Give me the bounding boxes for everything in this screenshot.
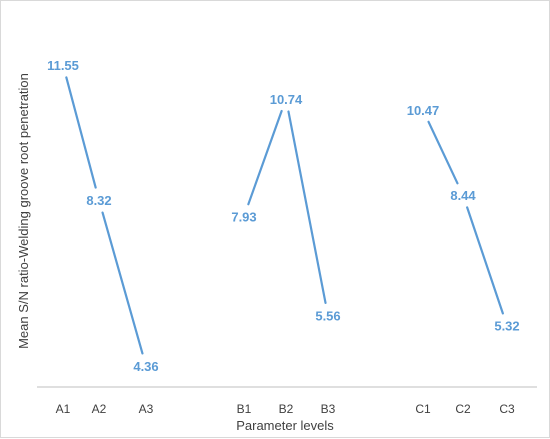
data-label: 10.74 (270, 92, 303, 107)
x-tick-label: A2 (92, 402, 107, 416)
x-tick-label: B2 (279, 402, 294, 416)
x-tick-label: A1 (56, 402, 71, 416)
data-label: 8.32 (86, 193, 111, 208)
x-tick-label: B3 (321, 402, 336, 416)
series-segment (287, 110, 327, 305)
x-tick-label: B1 (237, 402, 252, 416)
x-axis-title: Parameter levels (236, 418, 334, 433)
data-label: 5.56 (315, 309, 340, 324)
series-segment (427, 120, 459, 185)
series-segment (466, 206, 504, 315)
x-tick-label: C2 (455, 402, 471, 416)
x-tick-label: C1 (415, 402, 431, 416)
data-label-layer: 11.55 8.32 4.36 7.93 10.74 5.56 10.47 8.44 5.32 (47, 58, 520, 374)
data-label: 10.47 (407, 103, 440, 118)
data-label: 7.93 (231, 209, 256, 224)
series-segment (101, 211, 144, 355)
data-label: 4.36 (133, 359, 158, 374)
x-tick-layer: A1 A2 A3 B1 B2 B3 C1 C2 C3 (56, 402, 515, 416)
data-label: 5.32 (494, 319, 519, 334)
series-layer (65, 76, 504, 355)
x-tick-label: A3 (139, 402, 154, 416)
series-segment (65, 76, 97, 189)
y-axis-title: Mean S/N ratio-Welding groove root penet… (16, 73, 31, 349)
data-label: 8.44 (450, 188, 476, 203)
x-tick-label: C3 (499, 402, 515, 416)
series-segment (247, 109, 283, 206)
data-label: 11.55 (47, 58, 79, 73)
